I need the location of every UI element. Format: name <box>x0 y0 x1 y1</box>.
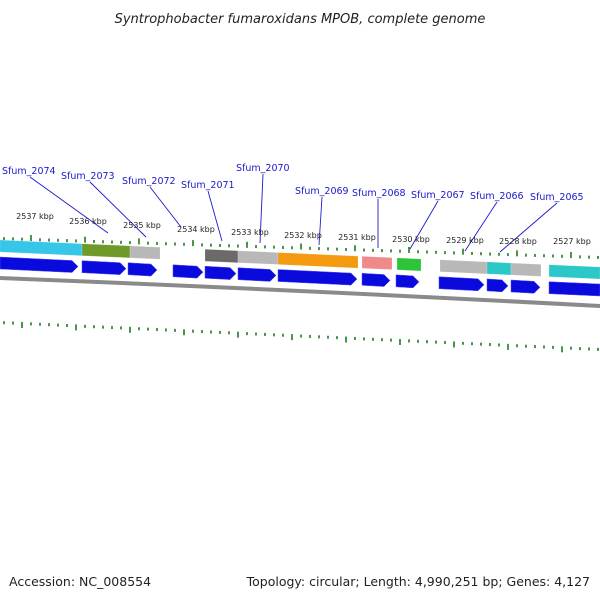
leader-line <box>207 190 223 242</box>
gene-label-sfum-2065[interactable]: Sfum_2065 <box>530 192 584 203</box>
cog-segment <box>204 248 239 263</box>
gene-label-sfum-2074[interactable]: Sfum_2074 <box>2 166 56 177</box>
gene-label-sfum-2069[interactable]: Sfum_2069 <box>295 186 349 197</box>
cds-arrow <box>277 269 358 286</box>
cog-segment <box>361 256 393 270</box>
cds-arrow <box>548 281 600 297</box>
genome-summary-text: Topology: circular; Length: 4,990,251 bp… <box>246 574 590 589</box>
scale-labels: 2537 kbp 2536 kbp 2535 kbp 2534 kbp 2533… <box>16 212 591 246</box>
scale-label: 2532 kbp <box>284 231 322 240</box>
cog-segment <box>129 245 161 260</box>
gene-labels: Sfum_2074 Sfum_2073 Sfum_2072 Sfum_2071 … <box>2 163 584 203</box>
scale-label: 2536 kbp <box>69 217 107 226</box>
cds-arrow <box>0 256 79 273</box>
gene-label-sfum-2068[interactable]: Sfum_2068 <box>352 188 406 199</box>
leader-line <box>499 202 558 253</box>
cog-segment <box>237 250 279 265</box>
scale-label: 2529 kbp <box>446 236 484 245</box>
gene-label-sfum-2067[interactable]: Sfum_2067 <box>411 190 465 201</box>
cog-segment <box>81 243 131 259</box>
inner-tick-ring <box>3 321 599 353</box>
cds-arrow-track <box>0 256 600 297</box>
cds-arrow <box>361 273 391 287</box>
cog-color-track <box>0 239 600 280</box>
gene-label-sfum-2070[interactable]: Sfum_2070 <box>236 163 290 174</box>
leader-line <box>29 176 109 234</box>
leader-line <box>318 196 323 246</box>
leader-line <box>149 186 182 228</box>
scale-label: 2527 kbp <box>553 237 591 246</box>
outer-tick-ring <box>3 234 599 259</box>
leader-line <box>409 200 439 250</box>
cog-segment <box>439 259 488 275</box>
scale-label: 2537 kbp <box>16 212 54 221</box>
cds-arrow <box>395 274 420 289</box>
scale-label: 2533 kbp <box>231 228 269 237</box>
cds-arrow <box>486 278 509 293</box>
scale-label: 2534 kbp <box>177 225 215 234</box>
cog-segment <box>277 252 359 269</box>
scale-label: 2535 kbp <box>123 221 161 230</box>
scale-label: 2531 kbp <box>338 233 376 242</box>
map-title: Syntrophobacter fumaroxidans MPOB, compl… <box>115 12 486 27</box>
cds-arrow <box>81 260 127 275</box>
cds-arrow <box>510 279 541 294</box>
cds-arrow <box>172 264 204 279</box>
leader-line <box>464 201 498 252</box>
gene-label-sfum-2072[interactable]: Sfum_2072 <box>122 176 176 187</box>
gene-label-sfum-2066[interactable]: Sfum_2066 <box>470 191 524 202</box>
label-leader-lines <box>29 173 558 253</box>
cog-segment <box>0 239 83 256</box>
scale-label: 2528 kbp <box>499 237 537 246</box>
cds-arrow <box>438 276 485 292</box>
cog-segment <box>486 261 512 276</box>
cds-arrow <box>204 265 237 280</box>
gene-label-sfum-2071[interactable]: Sfum_2071 <box>181 180 235 191</box>
cog-segment <box>396 257 422 272</box>
genome-backbone <box>0 276 600 308</box>
leader-line <box>259 173 264 244</box>
cds-arrow <box>237 267 277 282</box>
leader-line <box>89 181 147 238</box>
cds-arrow <box>127 262 158 277</box>
scale-label: 2530 kbp <box>392 235 430 244</box>
cog-segment <box>510 262 542 277</box>
accession-text: Accession: NC_008554 <box>9 574 151 589</box>
cog-segment <box>548 264 600 280</box>
gene-label-sfum-2073[interactable]: Sfum_2073 <box>61 171 115 182</box>
